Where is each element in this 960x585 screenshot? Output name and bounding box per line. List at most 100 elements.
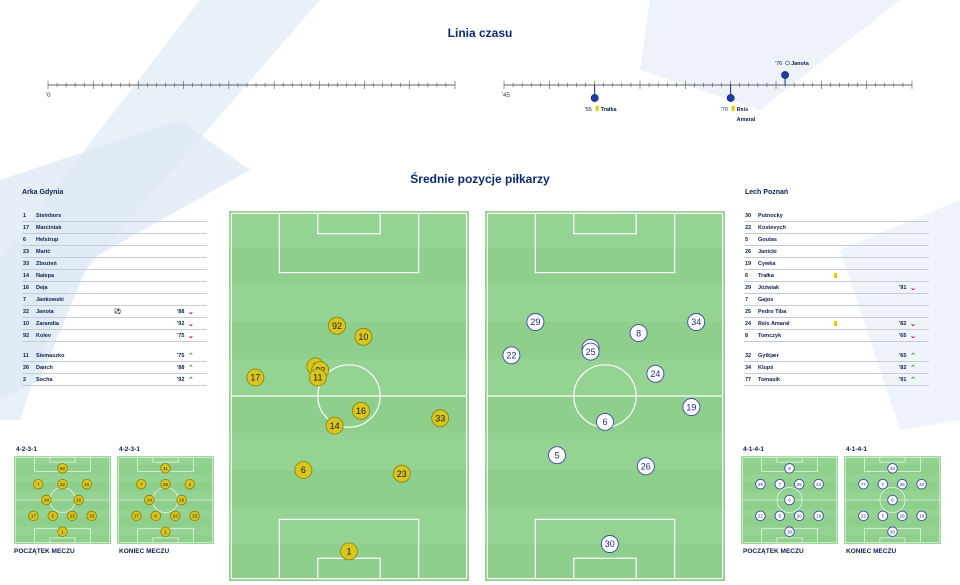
pitch-stripe bbox=[117, 508, 214, 518]
pitch-stripe bbox=[229, 507, 469, 544]
player-dot bbox=[755, 478, 766, 490]
player-name: Gytkjær bbox=[758, 352, 779, 359]
player-marker: 6 bbox=[784, 494, 795, 506]
player-dot bbox=[784, 494, 795, 506]
sub-in-arrow-icon: ⌃ bbox=[188, 352, 194, 360]
yellow-card-icon bbox=[595, 106, 599, 111]
roster-row: 16 Deja bbox=[22, 282, 207, 294]
sub-out-arrow-icon: ⌄ bbox=[188, 320, 194, 328]
substitution-minute: '75 bbox=[177, 352, 185, 359]
substitution-minute: '88 bbox=[177, 364, 185, 371]
player-number-label: 33 bbox=[192, 513, 198, 518]
roster-row: 32 Gytkjær '65 ⌃ bbox=[744, 350, 929, 362]
player-name: Janota bbox=[36, 308, 54, 315]
pitch-stripe bbox=[229, 285, 469, 322]
player-marker: 92 bbox=[328, 316, 346, 335]
roster-row: 7 Gajos bbox=[744, 294, 929, 306]
player-marker: 14 bbox=[41, 494, 52, 506]
player-dot bbox=[784, 526, 795, 537]
player-name: Marić bbox=[36, 248, 51, 255]
player-number-label: 14 bbox=[44, 498, 50, 503]
player-dot bbox=[877, 478, 889, 490]
player-marker: 19 bbox=[916, 510, 927, 522]
player-dot bbox=[793, 510, 805, 522]
player-marker: 26 bbox=[160, 478, 171, 490]
substitution-minute: '91 bbox=[899, 284, 907, 291]
roster-row: 26 Janicki bbox=[744, 246, 929, 258]
player-number: 33 bbox=[23, 260, 30, 267]
player-number: 1 bbox=[23, 212, 27, 219]
player-number: 23 bbox=[23, 248, 30, 255]
player-dot bbox=[813, 478, 824, 490]
timeline-second-half: '45 bbox=[502, 81, 913, 99]
event-minute: '70 bbox=[721, 107, 728, 113]
player-name: Trałka bbox=[758, 272, 774, 279]
player-dot bbox=[144, 494, 155, 506]
roster-row: 10 Zarandia '92 ⌄ bbox=[22, 318, 207, 330]
center-circle bbox=[776, 487, 803, 513]
player-number: 24 bbox=[745, 320, 752, 327]
player-dot bbox=[629, 324, 648, 343]
player-marker: 16 bbox=[352, 401, 370, 420]
pitch-stripe bbox=[229, 433, 469, 470]
home-average-positions-pitch: 921072211171614336231 bbox=[229, 211, 469, 581]
player-number-label: 7 bbox=[882, 482, 885, 487]
goal-ball-icon bbox=[785, 60, 790, 66]
player-number: 26 bbox=[23, 364, 30, 371]
top-goal-area bbox=[152, 456, 179, 463]
player-dot bbox=[86, 510, 97, 522]
player-number: 8 bbox=[745, 332, 749, 339]
away-formation-end-phase: KONIEC MECZU bbox=[846, 548, 897, 555]
player-dot bbox=[687, 313, 706, 331]
player-number: 29 bbox=[745, 284, 752, 291]
player-dot bbox=[33, 478, 44, 490]
player-number: 16 bbox=[23, 284, 30, 291]
away-formation-start-pitch: 8 29 7 25 24 6 22 5 26 19 30 bbox=[741, 456, 838, 544]
player-marker: 19 bbox=[813, 510, 824, 522]
player-dot bbox=[896, 478, 908, 490]
player-marker: 6 bbox=[596, 412, 614, 431]
player-dot bbox=[352, 401, 370, 420]
event-player: Reis bbox=[737, 107, 749, 113]
player-number-label: 23 bbox=[70, 513, 76, 518]
substitution-minute: '91 bbox=[899, 376, 907, 383]
roster-row: 22 Kostevych bbox=[744, 222, 929, 234]
roster-gap bbox=[22, 342, 207, 350]
player-number-label: 26 bbox=[797, 513, 803, 518]
roster-row: 30 Putnocky bbox=[744, 210, 929, 222]
roster-row: 33 Zbozień bbox=[22, 258, 207, 270]
player-marker: 1 bbox=[340, 542, 358, 561]
player-marker: 30 bbox=[784, 526, 795, 537]
player-number-label: 5 bbox=[779, 513, 782, 518]
center-circle bbox=[317, 364, 381, 428]
player-dot bbox=[294, 461, 313, 479]
player-marker: 32 bbox=[887, 463, 898, 474]
player-number-label: 19 bbox=[816, 513, 822, 518]
player-number-label: 22 bbox=[506, 351, 516, 361]
player-marker: 17 bbox=[246, 368, 265, 387]
player-number-label: 26 bbox=[641, 462, 651, 472]
player-dot bbox=[916, 478, 927, 490]
player-marker: 7 bbox=[774, 478, 786, 490]
player-number-label: 25 bbox=[586, 347, 596, 357]
pitch-stripe bbox=[229, 211, 469, 248]
player-dot bbox=[47, 510, 59, 522]
player-number-label: 7 bbox=[37, 482, 40, 487]
substitution-minute: '82 bbox=[899, 320, 907, 327]
player-dot bbox=[136, 478, 147, 490]
player-name: Reis Amaral bbox=[758, 320, 790, 327]
home-team-name: Arka Gdynia bbox=[22, 189, 64, 196]
player-marker: 16 bbox=[176, 494, 187, 506]
player-number-label: 17 bbox=[250, 373, 260, 383]
roster-row: 26 Danch '88 ⌃ bbox=[22, 362, 207, 374]
substitution-minute: '65 bbox=[899, 332, 907, 339]
player-marker: 5 bbox=[774, 510, 786, 522]
player-dot bbox=[184, 478, 195, 490]
player-name: Danch bbox=[36, 364, 53, 371]
player-dot bbox=[600, 535, 619, 553]
pitch-stripe bbox=[117, 456, 214, 465]
player-number-label: 1 bbox=[164, 529, 167, 534]
pitch-stripe bbox=[485, 211, 725, 248]
player-dot bbox=[526, 313, 545, 331]
roster-row: 1 Steinbors bbox=[22, 210, 207, 222]
